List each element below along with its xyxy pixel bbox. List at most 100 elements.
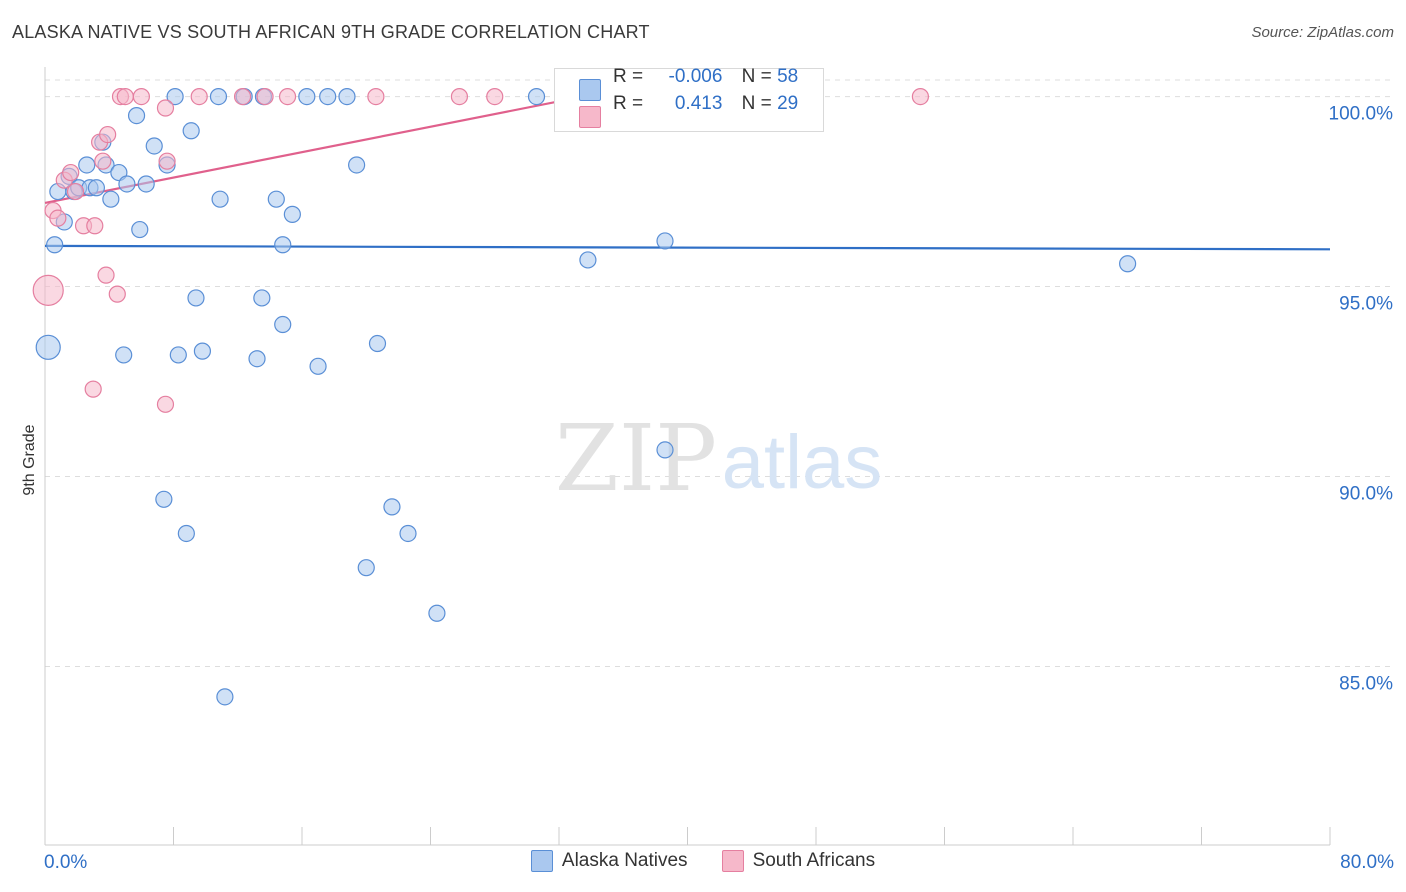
legend-swatch-south-african	[721, 850, 744, 872]
point-alaska-native	[182, 122, 200, 140]
gridlines	[45, 79, 1392, 667]
point-south-african	[97, 266, 115, 284]
point-alaska-native	[428, 604, 446, 622]
point-alaska-native	[527, 87, 546, 106]
point-alaska-native	[209, 87, 228, 106]
y-tick-label: 100.0%	[1329, 104, 1394, 125]
point-alaska-native	[399, 524, 417, 543]
series-legend: Alaska Natives South Africans	[0, 850, 1406, 872]
point-alaska-native	[298, 87, 316, 106]
point-alaska-native	[319, 87, 337, 106]
point-south-african	[158, 152, 176, 170]
chart-title: ALASKA NATIVE VS SOUTH AFRICAN 9TH GRADE…	[12, 22, 650, 42]
point-alaska-native	[348, 156, 366, 174]
legend-swatch-alaska	[530, 850, 553, 872]
point-south-african	[911, 87, 930, 106]
point-alaska-native	[274, 236, 292, 254]
point-south-african	[486, 87, 504, 106]
point-alaska-native	[166, 87, 184, 106]
source-credit: Source: ZipAtlas.com	[1251, 24, 1394, 41]
point-alaska-native	[35, 334, 61, 360]
point-alaska-native	[283, 205, 301, 223]
point-south-african	[367, 87, 385, 106]
r-value-alaska: -0.006	[668, 66, 723, 87]
point-alaska-native	[145, 137, 163, 155]
point-south-african	[108, 285, 126, 303]
point-south-african	[94, 152, 112, 170]
point-alaska-native	[357, 559, 375, 577]
point-alaska-native	[46, 236, 64, 254]
y-tick-label: 90.0%	[1339, 483, 1393, 504]
point-south-african	[62, 163, 80, 182]
y-tick-label: 95.0%	[1339, 294, 1393, 315]
point-alaska-native	[87, 179, 106, 197]
point-south-african	[132, 87, 150, 106]
point-south-african	[156, 395, 175, 413]
point-south-african	[156, 99, 175, 117]
point-alaska-native	[118, 175, 136, 193]
legend-label-south-african: South Africans	[752, 850, 876, 871]
point-south-african	[66, 182, 85, 201]
stats-swatch-alaska	[579, 79, 601, 101]
point-south-african	[32, 274, 64, 306]
point-alaska-native	[131, 220, 149, 239]
point-south-african	[256, 87, 274, 106]
n-value-south-african: 29	[777, 93, 799, 114]
point-alaska-native	[253, 289, 271, 307]
x-tick-label-max: 80.0%	[1340, 852, 1394, 873]
point-alaska-native	[177, 524, 195, 543]
x-tick-label-min: 0.0%	[44, 852, 88, 873]
point-alaska-native	[78, 156, 96, 174]
legend-item-alaska-natives[interactable]: Alaska Natives	[530, 850, 688, 872]
point-south-african	[116, 87, 134, 106]
r-label: R =	[613, 93, 644, 114]
y-tick-labels: 85.0% 90.0% 95.0% 100.0%	[1329, 104, 1394, 695]
n-value-alaska: 58	[777, 66, 799, 87]
point-alaska-native	[115, 346, 133, 364]
point-alaska-native	[338, 87, 356, 106]
r-value-south-african: 0.413	[674, 93, 723, 114]
point-south-african	[49, 209, 67, 227]
watermark-atlas: atlas	[722, 420, 883, 505]
point-alaska-native	[274, 315, 292, 334]
point-south-african	[190, 87, 208, 106]
legend-label-alaska: Alaska Natives	[561, 850, 688, 871]
point-alaska-native	[216, 688, 234, 706]
stats-legend: R = -0.006 N = 58 R = 0.413 N = 29	[554, 66, 824, 132]
point-alaska-native	[193, 342, 212, 360]
point-south-african	[99, 125, 117, 144]
point-alaska-native	[248, 350, 266, 368]
watermark: ZIP atlas	[555, 405, 882, 512]
point-alaska-native	[211, 190, 229, 208]
point-alaska-native	[102, 190, 120, 208]
point-alaska-native	[309, 357, 327, 375]
point-alaska-native	[137, 175, 155, 193]
n-label: N =	[741, 66, 772, 87]
watermark-zip: ZIP	[555, 405, 717, 512]
point-alaska-native	[656, 232, 674, 250]
point-alaska-native	[267, 190, 285, 208]
point-south-african	[233, 87, 252, 106]
point-alaska-native	[187, 289, 205, 307]
point-alaska-native	[656, 441, 674, 459]
trend-line-alaska-natives	[44, 244, 1331, 251]
axes	[44, 67, 1331, 846]
legend-item-south-africans[interactable]: South Africans	[721, 850, 876, 872]
point-south-african	[86, 217, 104, 235]
r-label: R =	[613, 66, 644, 87]
point-south-african	[450, 87, 469, 106]
point-alaska-native	[155, 490, 173, 508]
stats-swatch-south-african	[579, 106, 601, 128]
point-alaska-native	[1119, 255, 1137, 273]
point-alaska-native	[368, 334, 387, 353]
point-alaska-native	[383, 498, 401, 516]
n-label: N =	[741, 93, 772, 114]
y-tick-label: 85.0%	[1339, 673, 1393, 694]
data-points	[32, 87, 1137, 706]
point-south-african	[278, 87, 297, 106]
point-south-african	[84, 380, 102, 398]
point-alaska-native	[579, 251, 597, 269]
point-alaska-native	[127, 106, 146, 125]
point-alaska-native	[169, 346, 187, 364]
